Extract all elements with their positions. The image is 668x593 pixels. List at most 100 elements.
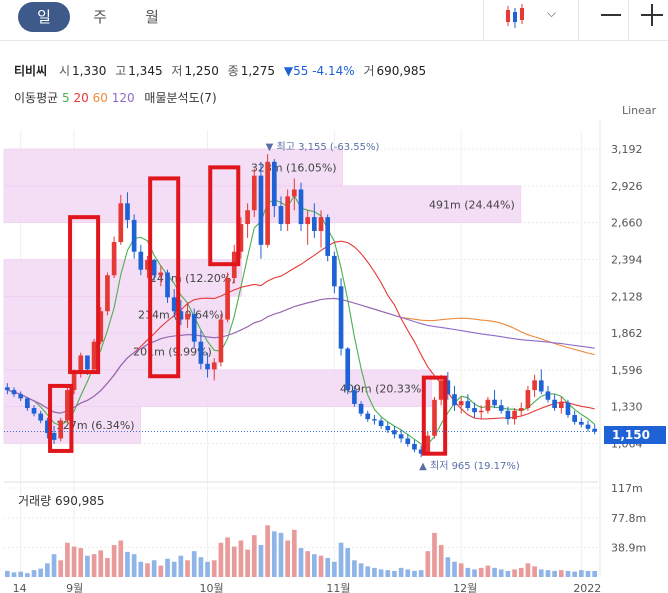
ma-20: 20 xyxy=(73,91,89,105)
close-value: 1,275 xyxy=(240,64,276,78)
candle xyxy=(558,402,564,409)
volume-bar xyxy=(258,545,264,577)
volume-profile-band xyxy=(3,332,219,371)
volume-bar xyxy=(238,540,244,577)
candle xyxy=(505,410,511,420)
tab-monthly[interactable]: 월 xyxy=(145,8,159,26)
volume-bar xyxy=(572,571,577,577)
highlight-box xyxy=(421,375,448,456)
volume-bar xyxy=(398,567,404,577)
volume-tick-label: 117m xyxy=(611,482,643,495)
volume-profile-toggle[interactable]: 매물분석도(7) xyxy=(144,91,217,105)
volume-bar xyxy=(191,551,197,577)
y-tick-label: 3,192 xyxy=(611,143,643,156)
candle xyxy=(552,399,557,409)
candle xyxy=(385,426,391,431)
volume-bar xyxy=(71,546,77,577)
highlight-box xyxy=(148,176,181,379)
candle xyxy=(91,341,97,370)
current-price-badge: 1,150 xyxy=(604,426,666,444)
volume-bar xyxy=(452,561,457,577)
volume-bar xyxy=(325,557,331,577)
volume-bar xyxy=(51,554,57,577)
candle xyxy=(145,260,150,270)
candle xyxy=(178,311,184,320)
candle xyxy=(51,432,57,440)
candle xyxy=(125,203,130,220)
volume-bar xyxy=(231,546,237,577)
volume-bar xyxy=(298,548,304,577)
ma-60: 60 xyxy=(92,91,108,105)
candle xyxy=(205,363,210,370)
candle xyxy=(138,251,144,270)
volume-bar xyxy=(332,561,337,577)
volume-profile-label: 241m (12.20%) xyxy=(150,272,236,285)
candle xyxy=(432,399,437,436)
candle xyxy=(218,319,224,363)
chevron-down-icon[interactable]: ⌵ xyxy=(547,6,557,20)
volume-bar xyxy=(312,554,317,577)
candle xyxy=(11,390,17,395)
volume-bar xyxy=(432,532,437,577)
candle xyxy=(258,175,264,245)
volume-bar xyxy=(372,567,377,577)
candle xyxy=(458,401,464,406)
candle xyxy=(238,224,244,252)
candle xyxy=(425,435,431,454)
candle xyxy=(472,408,477,413)
candle xyxy=(438,380,444,400)
candle xyxy=(225,278,230,320)
volume-bar xyxy=(151,560,157,577)
volume-bar xyxy=(358,563,364,577)
candle xyxy=(412,444,417,450)
candle xyxy=(332,255,337,287)
highlight-box xyxy=(68,215,101,375)
candle xyxy=(25,398,30,409)
x-tick-label: 10월 xyxy=(200,582,224,593)
volume-bar xyxy=(25,573,30,577)
volume-bar xyxy=(505,570,511,577)
candle xyxy=(538,380,544,392)
candle xyxy=(405,438,411,445)
y-tick-label: 2,128 xyxy=(611,290,643,303)
volume-bar xyxy=(105,557,110,577)
volume-bar xyxy=(545,570,551,577)
volume-bar xyxy=(118,540,124,577)
volume-bar xyxy=(31,570,37,577)
tab-daily[interactable]: 일 xyxy=(18,2,70,32)
min-price-annotation: ▲ 최저 965 (19.17%) xyxy=(419,460,520,472)
stock-quote-line: 티비씨 시 1,330 고 1,345 저 1,250 종 1,275 ▼55 -4.1… xyxy=(14,64,427,78)
volume-bar xyxy=(592,570,597,577)
x-tick-label: 9월 xyxy=(66,582,83,593)
zoom-out-icon[interactable] xyxy=(601,14,621,16)
candle xyxy=(365,413,371,420)
volume-bar xyxy=(38,568,44,577)
volume-bar xyxy=(211,560,217,577)
volume-bar xyxy=(318,555,324,577)
x-tick-label: 14 xyxy=(13,582,27,593)
candle xyxy=(71,372,77,391)
volume-bar xyxy=(438,545,444,577)
moving-average-legend[interactable]: 이동평균 5 20 60 120 매물분석도(7) xyxy=(14,91,217,105)
low-value: 1,250 xyxy=(184,64,219,78)
scale-mode-button[interactable]: Linear xyxy=(622,104,657,117)
candle xyxy=(338,286,344,349)
candle-type-icon[interactable] xyxy=(0,0,668,40)
volume-bar xyxy=(285,540,290,577)
candle xyxy=(532,380,537,391)
candle xyxy=(198,341,204,364)
volume-bar xyxy=(225,537,230,577)
volume-label: 거래량 690,985 xyxy=(18,494,105,508)
volume-bar xyxy=(512,569,517,577)
candle xyxy=(78,355,84,373)
volume-bar xyxy=(458,563,464,577)
volume-bar xyxy=(485,565,491,577)
volume-bar xyxy=(365,566,371,577)
tab-weekly[interactable]: 주 xyxy=(93,8,107,26)
candle xyxy=(578,421,584,425)
volume-bar xyxy=(465,567,471,577)
candle xyxy=(352,390,357,404)
change-value: ▼55 -4.14% xyxy=(283,64,355,78)
volume-bar xyxy=(18,571,24,577)
